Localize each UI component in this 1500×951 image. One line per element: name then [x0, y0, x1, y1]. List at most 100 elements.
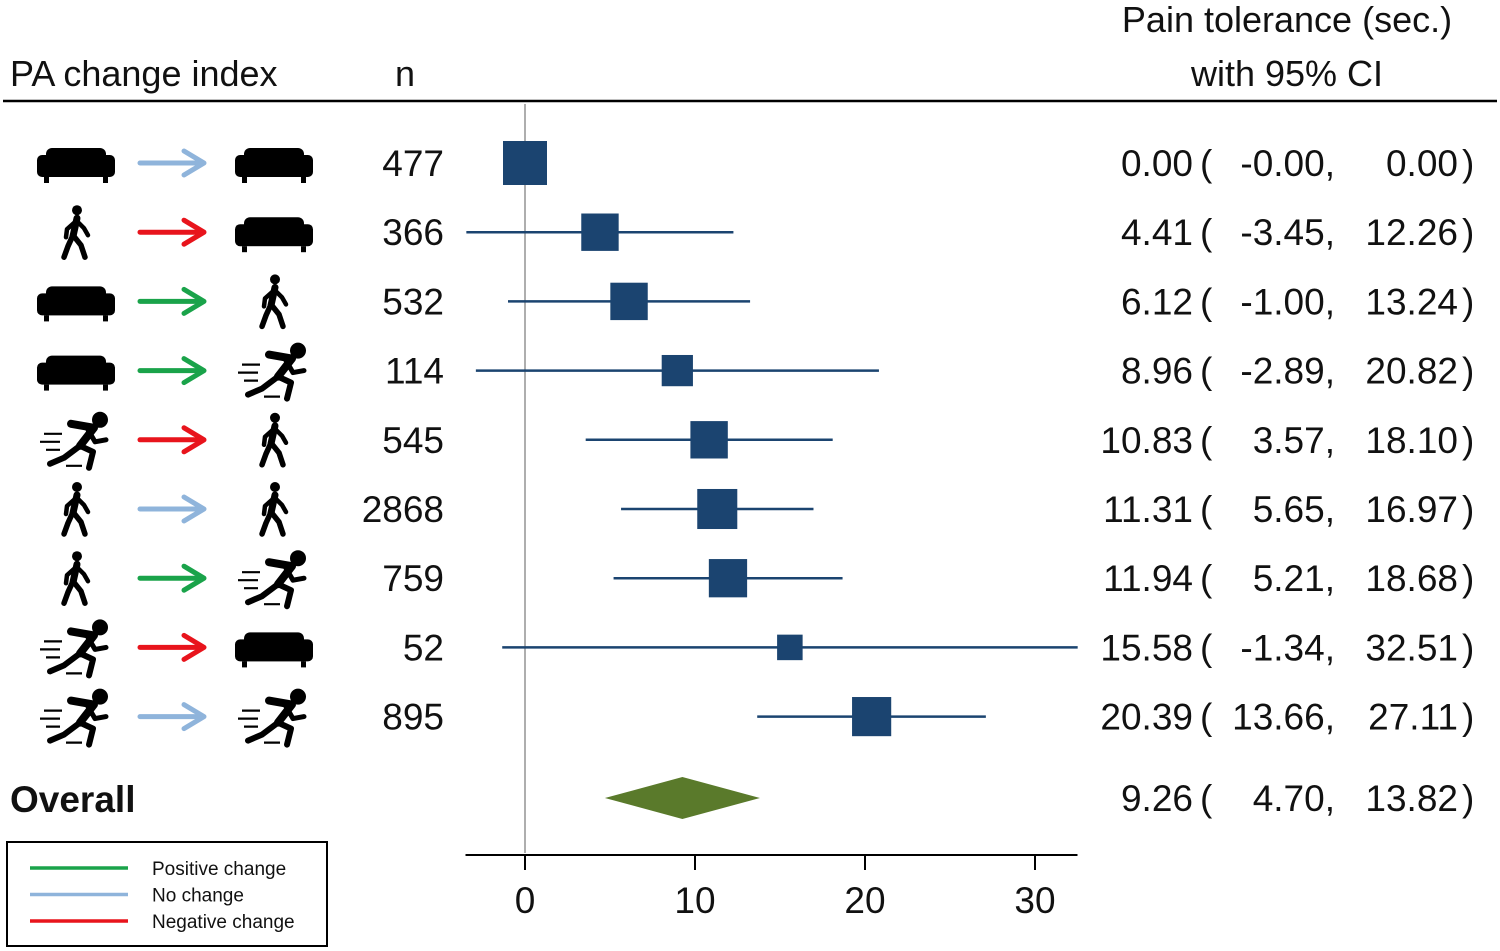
- legend-item: No change: [30, 886, 244, 907]
- walking-person-icon: [262, 274, 286, 326]
- arrow-icon: [140, 497, 204, 521]
- effect-open-paren: (: [1200, 420, 1213, 461]
- legend-label: Negative change: [152, 912, 295, 933]
- effect-close-paren: ): [1462, 558, 1474, 599]
- table-row: 545 10.83(3.57, 18.10): [40, 412, 1474, 468]
- walking-person-icon: [262, 413, 286, 465]
- overall-diamond: [604, 777, 760, 819]
- arrow-icon: [140, 151, 204, 175]
- overall-ci-lower: 4.70,: [1253, 778, 1335, 819]
- ci-lower: -1.00,: [1240, 281, 1335, 322]
- ci-lower: 5.65,: [1253, 489, 1335, 530]
- effect-open-paren: (: [1200, 558, 1213, 599]
- sample-size: 366: [382, 212, 444, 253]
- effect-estimate: 15.58: [1100, 627, 1193, 668]
- running-person-icon: [40, 619, 108, 675]
- arrow-icon: [140, 428, 204, 452]
- overall-estimate: 9.26: [1121, 778, 1193, 819]
- table-row: 114 8.96(-2.89, 20.82): [37, 343, 1474, 399]
- effect-close-paren: ): [1462, 489, 1474, 530]
- arrow-icon: [140, 359, 204, 383]
- effect-estimate: 11.94: [1103, 558, 1193, 599]
- sofa-icon: [235, 632, 313, 668]
- effect-close-paren: ): [1462, 627, 1474, 668]
- ci-lower: 3.57,: [1253, 420, 1335, 461]
- table-row: 532 6.12(-1.00, 13.24): [37, 274, 1474, 326]
- effect-open-paren: (: [1200, 281, 1213, 322]
- ci-upper: 18.68: [1365, 558, 1458, 599]
- running-person-icon: [40, 412, 108, 468]
- running-person-icon: [238, 550, 306, 606]
- ci-upper: 16.97: [1365, 489, 1458, 530]
- point-estimate-marker: [661, 354, 693, 387]
- legend-label: Positive change: [152, 859, 286, 880]
- sample-size: 895: [382, 697, 444, 738]
- overall-label: Overall: [10, 779, 135, 820]
- effect-open-paren: (: [1200, 489, 1213, 530]
- legend-item: Positive change: [30, 859, 286, 880]
- table-row: 895 20.39(13.66, 27.11): [40, 689, 1474, 745]
- arrow-icon: [140, 705, 204, 729]
- effect-open-paren: (: [1200, 627, 1213, 668]
- column-header-effect-line2: with 95% CI: [1190, 53, 1383, 94]
- point-estimate-marker: [852, 697, 892, 737]
- column-header-n: n: [395, 53, 415, 94]
- running-person-icon: [40, 689, 108, 745]
- arrow-icon: [140, 289, 204, 313]
- ci-upper: 18.10: [1365, 420, 1458, 461]
- running-person-icon: [238, 343, 306, 399]
- point-estimate-marker: [610, 282, 648, 321]
- ci-lower: -2.89,: [1240, 351, 1335, 392]
- sofa-icon: [235, 217, 313, 253]
- x-tick-label: 30: [1014, 880, 1055, 921]
- ci-upper: 27.11: [1368, 697, 1458, 738]
- sofa-icon: [37, 148, 115, 183]
- ci-lower: 5.21,: [1253, 558, 1335, 599]
- sofa-icon: [235, 148, 313, 183]
- effect-open-paren: (: [1200, 212, 1213, 253]
- overall-close-paren: ): [1462, 778, 1474, 819]
- overall-ci-upper: 13.82: [1365, 778, 1458, 819]
- effect-close-paren: ): [1462, 212, 1474, 253]
- table-row: 52 15.58(-1.34, 32.51): [40, 619, 1474, 675]
- sample-size: 52: [403, 627, 444, 668]
- point-estimate-marker: [503, 141, 547, 185]
- ci-upper: 12.26: [1365, 212, 1458, 253]
- effect-close-paren: ): [1462, 143, 1474, 184]
- ci-upper: 0.00: [1386, 143, 1458, 184]
- walking-person-icon: [64, 551, 88, 603]
- ci-lower: 13.66,: [1232, 697, 1335, 738]
- effect-estimate: 4.41: [1121, 212, 1193, 253]
- effect-estimate: 8.96: [1121, 351, 1193, 392]
- x-tick-label: 0: [515, 880, 536, 921]
- table-row: 477 0.00(-0.00, 0.00): [37, 141, 1474, 185]
- point-estimate-marker: [777, 634, 803, 661]
- arrow-icon: [140, 635, 204, 659]
- arrow-icon: [140, 220, 204, 244]
- table-row: 2868 11.31(5.65, 16.97): [64, 482, 1474, 534]
- effect-close-paren: ): [1462, 697, 1474, 738]
- legend-item: Negative change: [30, 912, 295, 933]
- sample-size: 532: [382, 281, 444, 322]
- change-legend: Positive change No change Negative change: [6, 841, 328, 947]
- column-header-index: PA change index: [10, 53, 278, 94]
- x-axis: 0 10 20 30: [465, 854, 1078, 921]
- overall-open-paren: (: [1200, 778, 1213, 819]
- effect-estimate: 20.39: [1100, 697, 1193, 738]
- walking-person-icon: [64, 205, 88, 257]
- sample-size: 2868: [362, 489, 444, 530]
- x-tick-label: 10: [674, 880, 715, 921]
- walking-person-icon: [64, 482, 88, 534]
- ci-upper: 13.24: [1365, 281, 1458, 322]
- forest-rows: 477 0.00(-0.00, 0.00)366 4.41(-3.45, 12.26)5…: [37, 141, 1474, 745]
- effect-open-paren: (: [1200, 351, 1213, 392]
- column-header-effect-line1: Pain tolerance (sec.): [1122, 0, 1452, 40]
- sample-size: 114: [385, 351, 444, 392]
- x-tick-label: 20: [844, 880, 885, 921]
- effect-estimate: 0.00: [1121, 143, 1193, 184]
- effect-close-paren: ): [1462, 420, 1474, 461]
- effect-estimate: 6.12: [1121, 281, 1193, 322]
- ci-lower: -1.34,: [1240, 627, 1335, 668]
- sofa-icon: [37, 355, 115, 391]
